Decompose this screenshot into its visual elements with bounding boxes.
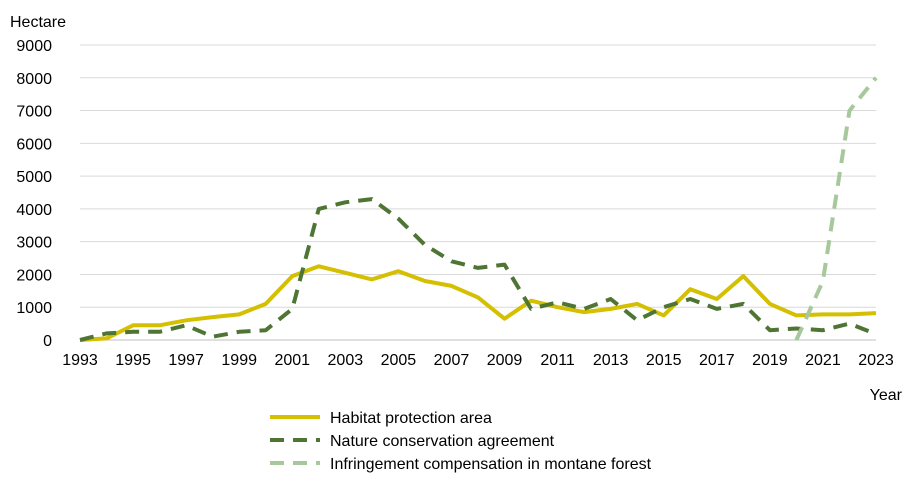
y-axis-title: Hectare bbox=[10, 14, 66, 31]
series-line-1 bbox=[79, 264, 877, 342]
y-tick-label: 2000 bbox=[16, 267, 52, 284]
x-tick-label: 2011 bbox=[540, 352, 575, 369]
y-tick-labels: 0 1000 2000 3000 4000 5000 6000 7000 8000 9000 bbox=[16, 38, 52, 350]
x-tick-label: 1993 bbox=[62, 352, 98, 369]
y-tick-label: 4000 bbox=[16, 202, 52, 219]
x-axis-title: Year bbox=[870, 387, 903, 404]
legend: Habitat protection area Nature conservati… bbox=[270, 410, 652, 473]
gridlines bbox=[80, 44, 876, 308]
y-tick-label: 7000 bbox=[16, 104, 52, 121]
series-line-3 bbox=[794, 76, 878, 341]
x-tick-label: 2021 bbox=[805, 352, 841, 369]
x-tick-label: 1997 bbox=[168, 352, 204, 369]
series-line-2 bbox=[79, 197, 877, 342]
x-tick-label: 2005 bbox=[381, 352, 417, 369]
y-tick-label: 5000 bbox=[16, 169, 52, 186]
x-tick-label: 2013 bbox=[593, 352, 629, 369]
x-tick-label: 2017 bbox=[699, 352, 735, 369]
x-tick-label: 2019 bbox=[752, 352, 788, 369]
x-tick-label: 2009 bbox=[487, 352, 523, 369]
y-tick-label: 9000 bbox=[16, 38, 52, 55]
x-tick-label: 2015 bbox=[646, 352, 682, 369]
y-tick-label: 0 bbox=[43, 333, 52, 350]
legend-label: Habitat protection area bbox=[330, 410, 492, 427]
x-tick-label: 2007 bbox=[434, 352, 470, 369]
x-tick-label: 2003 bbox=[328, 352, 364, 369]
y-tick-label: 1000 bbox=[16, 300, 52, 317]
y-tick-label: 8000 bbox=[16, 71, 52, 88]
x-tick-label: 1995 bbox=[115, 352, 151, 369]
x-tick-label: 1999 bbox=[221, 352, 257, 369]
x-tick-label: 2001 bbox=[274, 352, 310, 369]
series-lines bbox=[79, 76, 878, 342]
legend-label: Infringement compensation in montane for… bbox=[330, 456, 652, 473]
x-tick-label: 2023 bbox=[858, 352, 894, 369]
x-tick-labels: 1993 1995 1997 1999 2001 2003 2005 2007 2009 2011… bbox=[62, 352, 894, 369]
y-tick-label: 6000 bbox=[16, 136, 52, 153]
y-tick-label: 3000 bbox=[16, 235, 52, 252]
legend-label: Nature conservation agreement bbox=[330, 433, 555, 450]
